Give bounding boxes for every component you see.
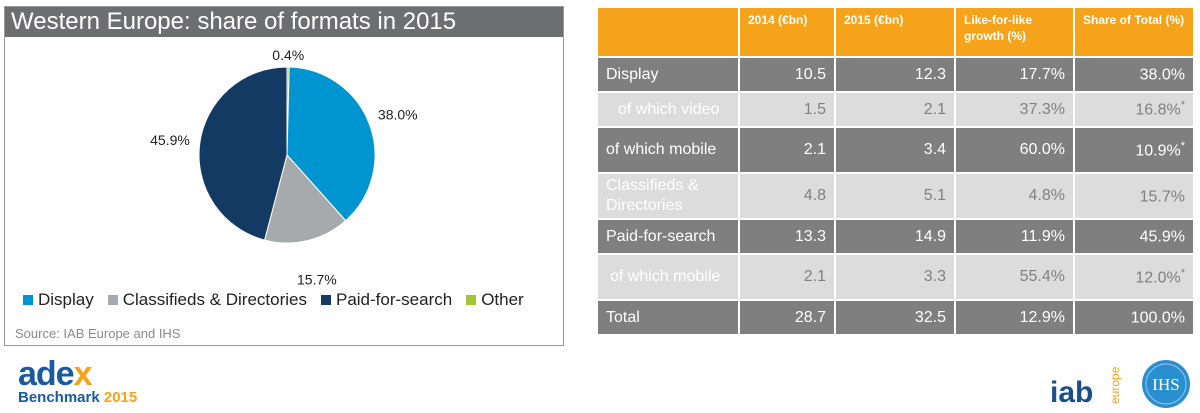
column-header: 2014 (€bn) xyxy=(738,6,836,58)
row-label: of which mobile xyxy=(596,126,740,174)
row-label: Classifieds & Directories xyxy=(596,172,740,220)
cell-growth: 60.0% xyxy=(954,126,1075,174)
benchmark-year: 2015 xyxy=(103,389,138,406)
column-header xyxy=(596,6,740,58)
column-header: 2015 (€bn) xyxy=(834,6,956,58)
adex-letters: ade xyxy=(18,355,75,393)
share-value: 38.0% xyxy=(1139,66,1185,84)
column-header: Share of Total (%) xyxy=(1073,6,1195,58)
table-row: Display 10.5 12.3 17.7% 38.0% xyxy=(596,56,1195,93)
benchmark-label: Benchmark xyxy=(18,389,100,406)
europe-wordmark: europe xyxy=(1108,366,1122,404)
row-label: Paid-for-search xyxy=(596,218,740,255)
cell-share: 45.9% xyxy=(1073,218,1195,255)
adex-x-letter: x xyxy=(73,355,93,393)
cell-share: 15.7% xyxy=(1073,172,1195,220)
ihs-logo: IHS xyxy=(1142,360,1190,408)
cell-share: 100.0% xyxy=(1073,299,1195,336)
cell-growth: 4.8% xyxy=(954,172,1075,220)
cell-growth: 11.9% xyxy=(954,218,1075,255)
cell-2015: 14.9 xyxy=(834,218,956,255)
share-value: 12.0% xyxy=(1135,269,1181,287)
cell-share: 12.0%* xyxy=(1073,253,1195,301)
row-label: Total xyxy=(596,299,740,336)
legend-item-other: Other xyxy=(466,290,524,310)
pie-data-label: 45.9% xyxy=(150,132,190,148)
pie-data-label: 15.7% xyxy=(297,271,337,287)
legend-item-display: Display xyxy=(23,290,94,310)
legend-swatch xyxy=(107,295,118,305)
pie-slice-display xyxy=(286,66,376,222)
table-header-row: 2014 (€bn) 2015 (€bn) Like-for-like grow… xyxy=(596,6,1195,58)
benchmark-line: Benchmark 2015 xyxy=(18,390,137,406)
legend-label: Classifieds & Directories xyxy=(122,290,307,309)
cell-growth: 37.3% xyxy=(954,91,1075,128)
cell-2015: 32.5 xyxy=(834,299,956,336)
cell-2014: 4.8 xyxy=(738,172,836,220)
cell-2014: 28.7 xyxy=(738,299,836,336)
cell-share: 10.9%* xyxy=(1073,126,1195,174)
share-value: 10.9% xyxy=(1135,142,1181,160)
pie-data-label: 0.4% xyxy=(272,47,304,63)
table-row: Classifieds & Directories 4.8 5.1 4.8% 1… xyxy=(596,172,1195,220)
chart-title: Western Europe: share of formats in 2015 xyxy=(5,7,563,37)
cell-growth: 12.9% xyxy=(954,299,1075,336)
pie-slice-classifieds-directories xyxy=(263,153,347,244)
asterisk: * xyxy=(1180,139,1185,152)
column-header: Like-for-like growth (%) xyxy=(954,6,1075,58)
cell-growth: 55.4% xyxy=(954,253,1075,301)
pie-data-label: 38.0% xyxy=(378,106,418,122)
legend-swatch xyxy=(23,295,33,305)
table-row: of which video 1.5 2.1 37.3% 16.8%* xyxy=(596,91,1195,128)
ihs-logo-ring xyxy=(1145,363,1187,405)
legend-swatch xyxy=(466,295,477,305)
iab-wordmark: iab xyxy=(1050,376,1094,409)
ihs-logo-circle xyxy=(1142,360,1190,408)
iab-europe-logo: iab europe xyxy=(1050,362,1122,409)
cell-2014: 2.1 xyxy=(738,126,836,174)
cell-share: 38.0% xyxy=(1073,56,1195,93)
row-label: of which mobile xyxy=(596,253,740,301)
cell-2015: 12.3 xyxy=(834,56,956,93)
cell-2015: 3.4 xyxy=(834,126,956,174)
cell-2014: 13.3 xyxy=(738,218,836,255)
cell-2015: 3.3 xyxy=(834,253,956,301)
adex-wordmark: adex xyxy=(18,355,137,393)
table-row: Total 28.7 32.5 12.9% 100.0% xyxy=(596,299,1195,336)
legend-label: Paid-for-search xyxy=(335,290,453,309)
pie-chart: 0.4% 38.0% 15.7% 45.9% xyxy=(150,47,418,287)
cell-growth: 17.7% xyxy=(954,56,1075,93)
cell-2015: 2.1 xyxy=(834,91,956,128)
share-value: 100.0% xyxy=(1130,309,1185,327)
table-row: of which mobile 2.1 3.4 60.0% 10.9%* xyxy=(596,126,1195,174)
asterisk: * xyxy=(1180,99,1185,112)
cell-2015: 5.1 xyxy=(834,172,956,220)
legend-swatch xyxy=(320,295,331,305)
legend-label: Display xyxy=(38,290,94,309)
legend-item-classifieds: Classifieds & Directories xyxy=(107,290,307,310)
share-value: 16.8% xyxy=(1135,101,1181,119)
pie-slice-paid-for-search xyxy=(198,66,288,241)
legend-item-paid-search: Paid-for-search xyxy=(320,290,453,310)
cell-2014: 10.5 xyxy=(738,56,836,93)
cell-share: 16.8%* xyxy=(1073,91,1195,128)
row-label: Display xyxy=(596,56,740,93)
ihs-logo-text: IHS xyxy=(1152,375,1179,394)
table-row: Paid-for-search 13.3 14.9 11.9% 45.9% xyxy=(596,218,1195,255)
data-table: 2014 (€bn) 2015 (€bn) Like-for-like grow… xyxy=(596,6,1195,336)
asterisk: * xyxy=(1180,266,1185,279)
share-value: 45.9% xyxy=(1139,228,1185,246)
cell-2014: 2.1 xyxy=(738,253,836,301)
chart-legend: Display Classifieds & Directories Paid-f… xyxy=(23,290,538,310)
share-value: 15.7% xyxy=(1139,188,1185,206)
row-label: of which video xyxy=(596,91,740,128)
chart-source: Source: IAB Europe and IHS xyxy=(15,326,181,341)
legend-label: Other xyxy=(481,290,524,309)
table-row: of which mobile 2.1 3.3 55.4% 12.0%* xyxy=(596,253,1195,301)
adex-benchmark-logo: adex Benchmark 2015 xyxy=(18,355,137,406)
cell-2014: 1.5 xyxy=(738,91,836,128)
chart-panel: Western Europe: share of formats in 2015… xyxy=(4,6,564,346)
